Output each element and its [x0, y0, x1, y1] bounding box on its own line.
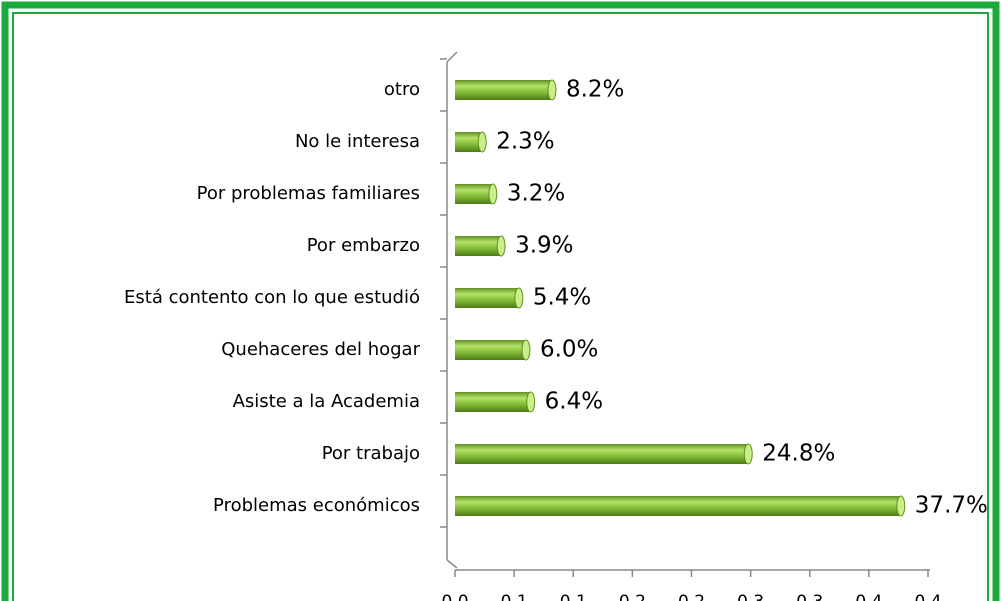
- value-label: 6.0%: [540, 337, 598, 363]
- x-tick-label: 0.4: [855, 592, 882, 601]
- y-tick-label: Por problemas familiares: [197, 183, 420, 204]
- y-tick-label: otro: [384, 79, 420, 100]
- bar-cap: [496, 235, 506, 257]
- bar: [455, 288, 519, 308]
- bar-cap: [743, 443, 753, 465]
- y-tick-label: Quehaceres del hogar: [221, 339, 420, 360]
- bar: [455, 80, 552, 100]
- value-label: 3.9%: [515, 233, 573, 259]
- bar-cap: [514, 287, 524, 309]
- y-tick-label: Por trabajo: [322, 443, 420, 464]
- x-tick-label: 0.1: [501, 592, 528, 601]
- bar-cap: [547, 79, 557, 101]
- y-tick-label: Por embarzo: [307, 235, 420, 256]
- bar-cap: [896, 495, 906, 517]
- y-tick-label: No le interesa: [295, 131, 420, 152]
- bar-cap: [477, 131, 487, 153]
- value-label: 24.8%: [762, 441, 835, 467]
- bar: [455, 392, 531, 412]
- value-label: 8.2%: [566, 77, 624, 103]
- y-tick-label: Problemas económicos: [213, 495, 420, 516]
- value-label: 5.4%: [533, 285, 591, 311]
- y-tick-label: Asiste a la Academia: [233, 391, 420, 412]
- bar-cap: [521, 339, 531, 361]
- x-tick-label: 0.3: [737, 592, 764, 601]
- x-tick-label: 0.3: [796, 592, 823, 601]
- value-label: 3.2%: [507, 181, 565, 207]
- value-label: 6.4%: [545, 389, 603, 415]
- x-tick-label: 0.2: [678, 592, 705, 601]
- value-label: 37.7%: [915, 493, 988, 519]
- bar: [455, 496, 901, 516]
- bar-cap: [488, 183, 498, 205]
- bar: [455, 236, 502, 256]
- y-axis-top: [446, 51, 458, 63]
- x-tick-label: 0.4: [914, 592, 941, 601]
- frame-inner: [12, 12, 989, 601]
- x-tick-label: 0.2: [619, 592, 646, 601]
- bar: [455, 444, 749, 464]
- value-label: 2.3%: [496, 129, 554, 155]
- bar: [455, 340, 526, 360]
- bar: [455, 132, 483, 152]
- x-tick-label: 0.1: [560, 592, 587, 601]
- y-tick-label: Está contento con lo que estudió: [124, 287, 420, 308]
- bar: [455, 184, 493, 204]
- x-tick-label: 0.0: [441, 592, 468, 601]
- bar-cap: [526, 391, 536, 413]
- floor-edge: [446, 559, 458, 569]
